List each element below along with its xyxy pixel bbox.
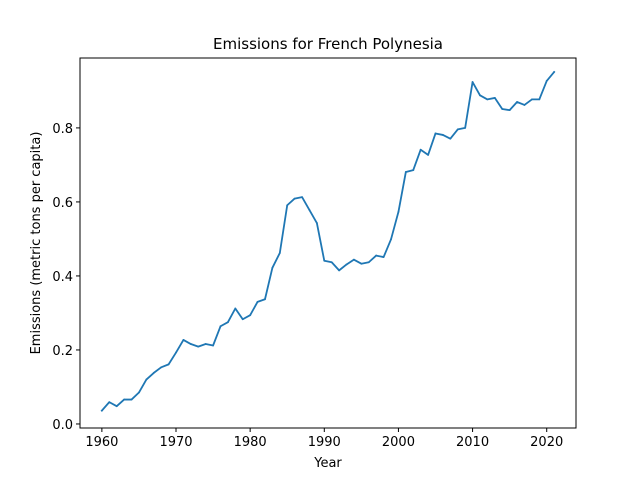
data-point [301, 196, 303, 199]
x-tick-label: 1970 [159, 435, 192, 450]
series-group [100, 70, 556, 412]
data-point [553, 71, 556, 73]
x-axis-label: Year [313, 456, 342, 471]
data-point [375, 254, 378, 257]
x-axis: 1960 1970 1980 1990 2000 2010 2020 [85, 428, 563, 450]
data-point [353, 258, 355, 261]
data-point [308, 209, 311, 211]
data-point [479, 94, 481, 97]
data-point [145, 378, 148, 381]
data-point [464, 127, 467, 129]
data-point [397, 211, 400, 213]
data-point [227, 321, 229, 324]
data-point [138, 391, 140, 394]
data-point [390, 238, 392, 241]
data-point [449, 137, 452, 140]
data-point [323, 259, 326, 262]
data-point [404, 171, 407, 173]
x-tick-label: 1990 [308, 435, 341, 450]
data-point [175, 351, 177, 354]
data-point [234, 307, 237, 310]
data-point [412, 169, 415, 172]
data-point [338, 269, 341, 272]
data-point [516, 101, 518, 103]
x-tick-label: 2020 [530, 435, 563, 450]
y-axis-label: Emissions (metric tons per capita) [29, 132, 44, 355]
data-point [271, 266, 274, 269]
data-point [123, 398, 126, 401]
data-point [434, 132, 437, 135]
data-point [256, 300, 259, 303]
data-point [360, 262, 363, 265]
y-axis: 0.0 0.2 0.4 0.6 0.8 [52, 122, 80, 433]
data-point [182, 339, 185, 341]
data-point [508, 109, 511, 112]
x-tick-label: 2000 [382, 435, 415, 450]
x-tick-label: 2010 [456, 435, 489, 450]
y-tick-label: 0.0 [52, 418, 73, 433]
data-point [130, 398, 133, 401]
data-point [471, 81, 474, 83]
data-point [160, 366, 163, 369]
x-tick-label: 1980 [234, 435, 267, 450]
data-point [249, 314, 252, 317]
series-line [100, 70, 556, 412]
plot-frame [79, 57, 577, 429]
data-point [100, 409, 103, 412]
data-point [538, 98, 541, 101]
data-point [442, 134, 444, 136]
data-point [382, 256, 385, 258]
chart-title: Emissions for French Polynesia [213, 35, 443, 53]
data-point [330, 261, 333, 264]
data-point [278, 252, 281, 254]
data-point [530, 98, 533, 101]
data-point [286, 204, 289, 207]
data-point [204, 343, 207, 345]
data-point [545, 80, 548, 82]
data-point [419, 148, 422, 151]
y-tick-label: 0.8 [52, 122, 73, 137]
data-point [493, 97, 496, 99]
data-point [197, 345, 200, 348]
data-point [293, 197, 296, 200]
data-point [115, 405, 118, 408]
data-point [108, 401, 111, 404]
data-point [315, 222, 318, 224]
y-tick-label: 0.4 [52, 270, 73, 285]
x-tick-label: 1960 [85, 435, 118, 450]
y-tick-label: 0.6 [52, 196, 73, 211]
data-point [152, 372, 155, 374]
data-point [486, 98, 489, 101]
data-point [212, 344, 214, 347]
data-point [345, 263, 348, 266]
data-point [219, 325, 222, 328]
data-point [501, 108, 504, 110]
data-point [264, 298, 266, 301]
data-point [523, 104, 526, 106]
data-point [189, 343, 192, 345]
plot-area [79, 57, 577, 429]
data-point [456, 128, 459, 131]
data-point [167, 363, 170, 366]
data-point [241, 318, 244, 321]
data-point [427, 154, 429, 156]
y-tick-label: 0.2 [52, 344, 73, 359]
data-point [367, 261, 370, 264]
